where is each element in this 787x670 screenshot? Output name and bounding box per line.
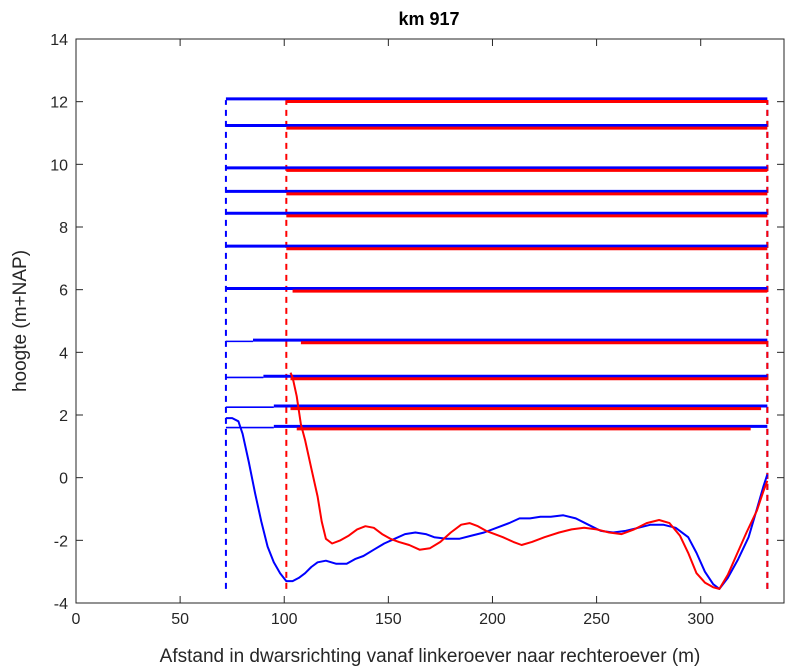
plot-frame <box>75 38 785 604</box>
y-tick-label: 6 <box>59 283 68 300</box>
y-tick-label: 10 <box>50 157 68 174</box>
x-tick-label: 50 <box>171 611 189 628</box>
chart-title: km 917 <box>398 9 459 29</box>
axis-ticks: 0 50 100 150 200 250 300 -4 -2 0 2 4 6 8 10 12 14 <box>50 32 784 628</box>
x-axis-label: Afstand in dwarsrichting vanaf linkeroev… <box>160 646 701 667</box>
profile-line-1 <box>289 372 769 590</box>
y-tick-label: 12 <box>50 95 68 112</box>
profile-line-0 <box>225 417 769 590</box>
y-tick-label: -4 <box>54 596 68 613</box>
x-tick-label: 300 <box>687 611 714 628</box>
x-tick-label: 0 <box>72 611 81 628</box>
x-tick-label: 200 <box>479 611 506 628</box>
plot-area <box>224 97 769 590</box>
y-tick-label: -2 <box>54 533 68 550</box>
x-tick-label: 150 <box>375 611 402 628</box>
y-tick-label: 4 <box>59 345 68 362</box>
x-tick-label: 100 <box>271 611 298 628</box>
x-tick-label: 250 <box>583 611 610 628</box>
y-tick-label: 2 <box>59 408 68 425</box>
y-tick-label: 14 <box>50 32 68 49</box>
y-axis-label: hoogte (m+NAP) <box>10 250 31 392</box>
y-tick-label: 8 <box>59 220 68 237</box>
y-tick-label: 0 <box>59 471 68 488</box>
